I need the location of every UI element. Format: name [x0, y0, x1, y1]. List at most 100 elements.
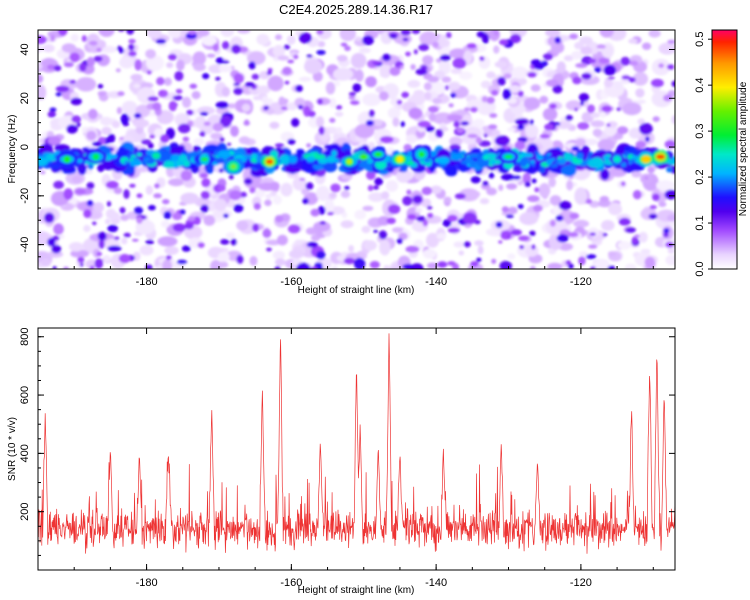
heatmap-cell-1938 — [186, 151, 200, 158]
heatmap-cell-511 — [83, 224, 91, 233]
heatmap-cell-1898 — [39, 143, 53, 155]
heatmap-cell-1206 — [421, 186, 433, 196]
colorbar-tick-label-3: 0.3 — [694, 123, 706, 138]
heatmap-cell-868 — [86, 130, 97, 141]
heatmap-cell-1031 — [49, 107, 57, 112]
heatmap-cell-692 — [162, 259, 173, 269]
heatmap-cell-1908 — [169, 147, 183, 156]
heatmap-cell-594 — [607, 251, 617, 257]
heatmap-cell-1306 — [544, 123, 554, 131]
heatmap-cell-875 — [449, 136, 463, 147]
heatmap-cell-529 — [264, 199, 272, 207]
heatmap-cell-1136 — [119, 47, 124, 54]
heatmap-cell-1065 — [652, 193, 660, 201]
heatmap-cell-1380 — [77, 256, 85, 263]
heatmap-cell-971 — [263, 105, 270, 110]
heatmap-cell-718 — [381, 191, 390, 200]
heatmap-cell-1614 — [571, 146, 580, 152]
heatmap-cell-272 — [574, 41, 584, 50]
heatmap-cell-1711 — [77, 163, 87, 175]
heatmap-cell-984 — [408, 107, 423, 120]
heatmap-cell-653 — [98, 30, 115, 37]
spectrogram-x-tick-label-2: -140 — [425, 276, 447, 288]
spectrogram-x-tick-label-3: -120 — [570, 276, 592, 288]
heatmap-cell-128 — [270, 190, 277, 197]
heatmap-cell-1268 — [120, 113, 129, 126]
spectrogram-x-tick-label-0: -180 — [136, 276, 158, 288]
spectrogram-x-ticks: -180 -160 -140 -120 — [37, 30, 654, 288]
heatmap-cell-1294 — [218, 168, 224, 173]
heatmap-cell-1174 — [317, 98, 323, 105]
heatmap-cell-1163 — [489, 113, 498, 118]
heatmap-cell-691 — [256, 33, 270, 46]
heatmap-cell-2119 — [129, 159, 142, 167]
heatmap-cell-2124 — [107, 153, 113, 156]
heatmap-cell-1352 — [481, 95, 488, 103]
heatmap-cell-989 — [481, 33, 490, 44]
heatmap-cell-817 — [506, 127, 516, 132]
heatmap-cell-929 — [298, 32, 312, 44]
heatmap-cell-950 — [365, 76, 377, 88]
heatmap-cell-546 — [638, 231, 648, 243]
heatmap-cell-430 — [432, 97, 442, 105]
heatmap-cell-1249 — [647, 166, 655, 174]
heatmap-cell-1102 — [153, 193, 162, 199]
heatmap-cell-910 — [200, 204, 209, 213]
heatmap-cell-169 — [459, 71, 473, 80]
heatmap-cell-805 — [523, 97, 541, 110]
heatmap-cell-1364 — [306, 54, 313, 58]
heatmap-cell-834 — [428, 112, 436, 122]
heatmap-cell-1298 — [400, 30, 411, 36]
heatmap-cell-2081 — [306, 156, 315, 162]
heatmap-cell-1396 — [179, 209, 186, 215]
chart-title: C2E4.2025.289.14.36.R17 — [279, 2, 433, 17]
heatmap-cell-1154 — [248, 61, 256, 70]
heatmap-cell-964 — [663, 94, 673, 102]
heatmap-cell-1335 — [475, 136, 483, 144]
heatmap-cell-1051 — [427, 212, 434, 219]
spectrogram-heatmap — [38, 30, 675, 269]
heatmap-cell-1351 — [386, 217, 396, 225]
heatmap-cell-1132 — [494, 135, 510, 147]
heatmap-cell-1149 — [38, 35, 47, 45]
heatmap-cell-927 — [476, 257, 482, 263]
heatmap-cell-1310 — [620, 181, 626, 187]
heatmap-cell-466 — [427, 262, 438, 269]
heatmap-cell-968 — [233, 82, 240, 86]
heatmap-cell-991 — [418, 43, 430, 52]
heatmap-cell-836 — [436, 38, 451, 48]
heatmap-cell-493 — [140, 82, 154, 89]
heatmap-cell-1308 — [530, 59, 542, 66]
heatmap-cell-729 — [637, 118, 645, 125]
heatmap-cell-75 — [192, 51, 207, 66]
heatmap-cell-1245 — [510, 33, 522, 44]
heatmap-cell-658 — [420, 198, 432, 208]
heatmap-cell-1315 — [131, 238, 139, 242]
heatmap-cell-705 — [422, 55, 434, 65]
snr-y-tick-label-1: 400 — [19, 444, 31, 462]
heatmap-cell-477 — [432, 112, 454, 125]
heatmap-cell-679 — [218, 261, 229, 269]
heatmap-cell-908 — [199, 172, 209, 179]
heatmap-cell-197 — [563, 55, 574, 62]
heatmap-cell-891 — [130, 73, 143, 81]
heatmap-cell-394 — [329, 192, 337, 198]
heatmap-cell-1111 — [168, 100, 177, 112]
heatmap-cell-479 — [398, 232, 408, 240]
heatmap-cell-1282 — [233, 73, 245, 84]
heatmap-cell-859 — [519, 211, 539, 226]
heatmap-cell-1875 — [48, 163, 60, 169]
heatmap-cell-1354 — [55, 85, 70, 93]
heatmap-cell-1270 — [389, 33, 398, 39]
heatmap-cell-2139 — [563, 152, 572, 161]
heatmap-cell-463 — [206, 53, 216, 58]
heatmap-cell-148 — [635, 88, 645, 98]
snr-x-tick-label-0: -180 — [136, 577, 158, 589]
heatmap-cell-566 — [407, 79, 421, 88]
heatmap-cell-1094 — [343, 257, 356, 265]
heatmap-cell-419 — [208, 64, 224, 74]
heatmap-cell-1064 — [539, 133, 550, 139]
heatmap-cell-903 — [450, 92, 457, 98]
heatmap-cell-246 — [565, 100, 582, 111]
